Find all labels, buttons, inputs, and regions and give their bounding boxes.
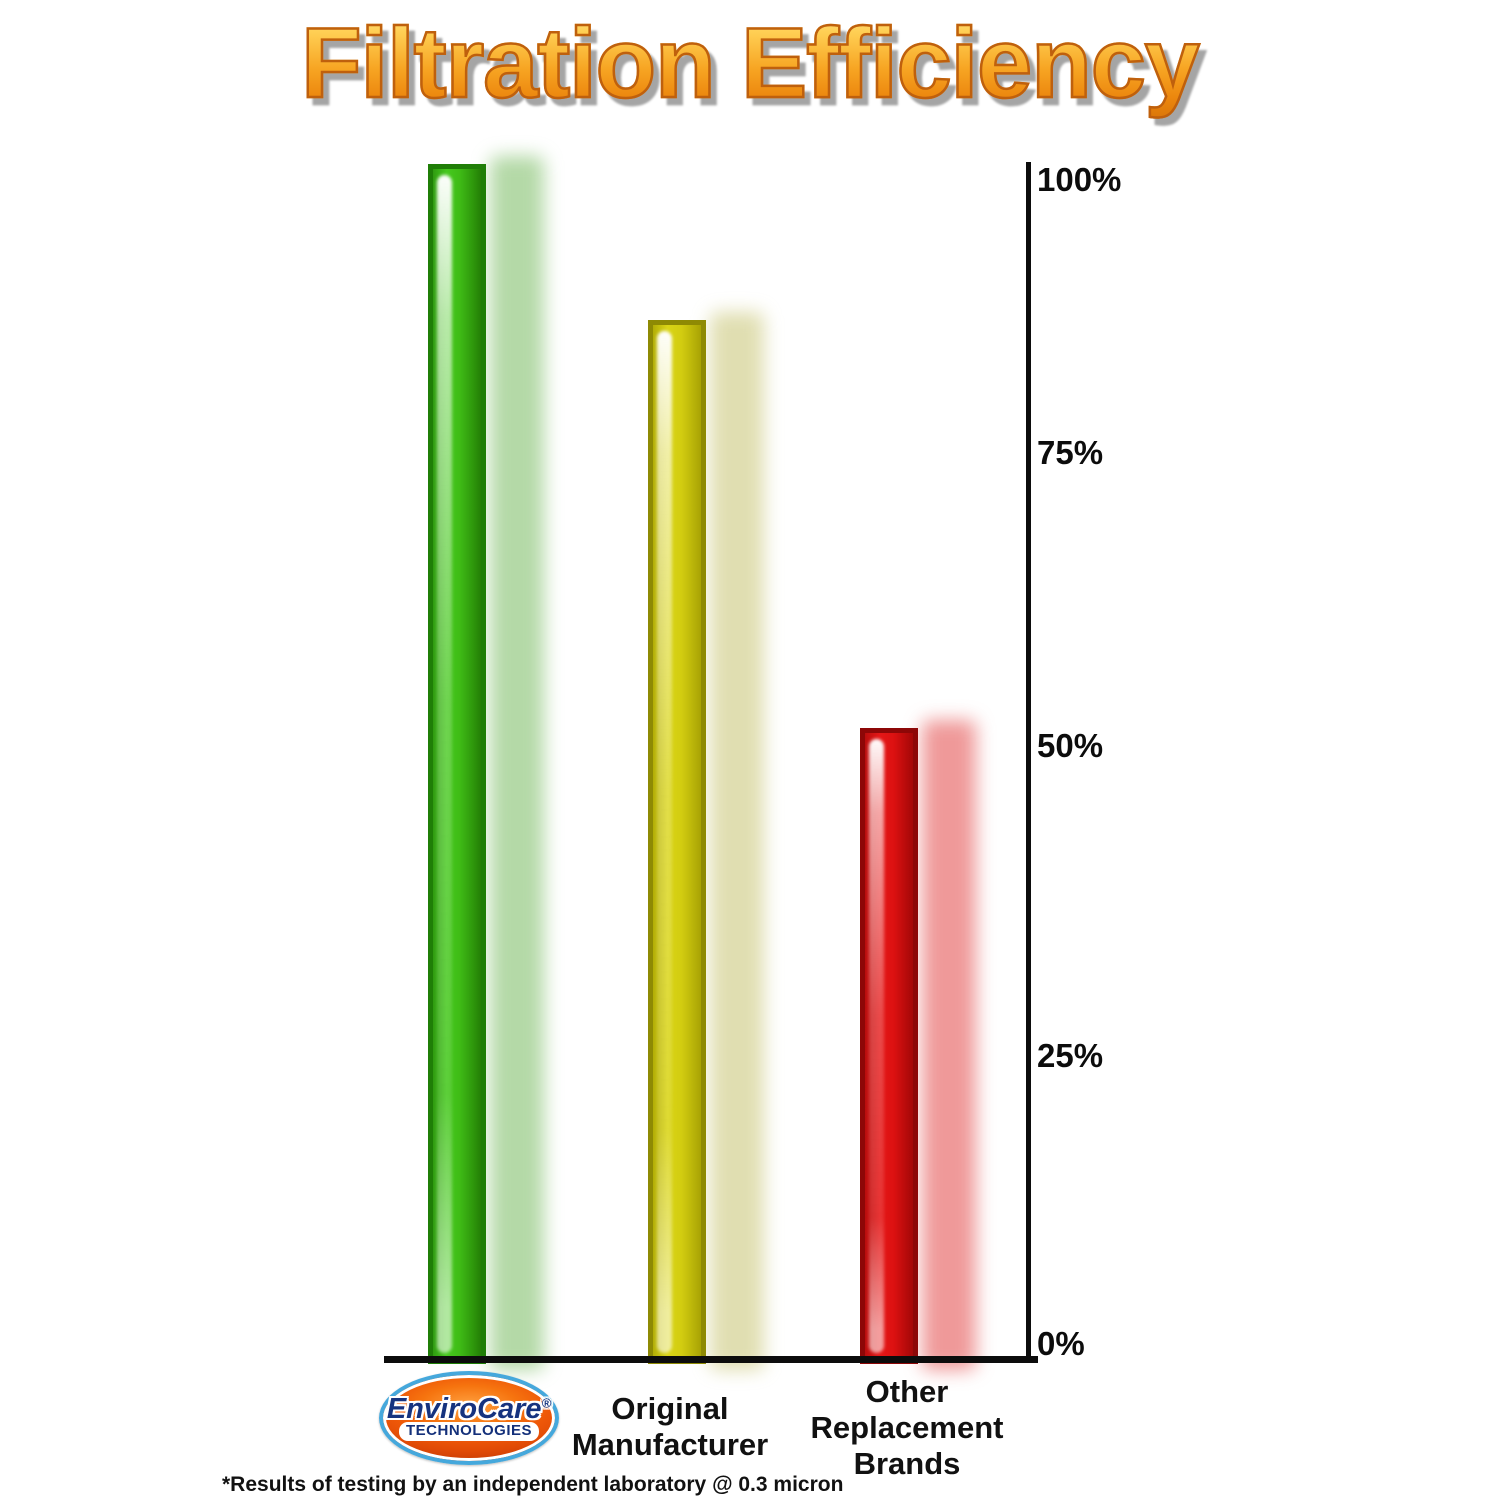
y-tick-label-50: 50%: [1037, 727, 1104, 764]
logo-brand-text: EnviroCare®: [386, 1393, 552, 1426]
x-label-original-manufacturer: Original Manufacturer: [535, 1391, 805, 1463]
bar-other-brands: [860, 728, 918, 1364]
envirocare-logo: EnviroCare® TECHNOLOGIES: [379, 1371, 559, 1465]
x-label-line: Manufacturer: [571, 1427, 769, 1462]
y-tick-label-100: 100%: [1037, 161, 1122, 198]
x-label-line: Replacement: [810, 1410, 1004, 1445]
bar-envirocare: [428, 164, 486, 1364]
bar-glow-original-manufacturer: [710, 312, 764, 1370]
bar-glow-envirocare: [490, 156, 544, 1370]
bar-original-manufacturer: [648, 320, 706, 1364]
y-tick-label-25: 25%: [1037, 1037, 1104, 1074]
x-label-line: Original: [611, 1391, 729, 1426]
y-axis-line: [1026, 162, 1031, 1362]
x-axis-line: [384, 1356, 1038, 1363]
registered-trademark-symbol: ®: [541, 1395, 552, 1411]
logo-subtitle-text: TECHNOLOGIES: [398, 1422, 539, 1441]
x-label-line: Brands: [853, 1446, 961, 1481]
footnote: *Results of testing by an independent la…: [222, 1473, 844, 1496]
y-tick-label-75: 75%: [1037, 434, 1104, 471]
chart-title: Filtration Efficiency: [0, 6, 1500, 120]
bar-glow-other-brands: [922, 720, 976, 1370]
y-tick-label-0: 0%: [1037, 1325, 1085, 1362]
x-label-other-replacement-brands: Other Replacement Brands: [772, 1374, 1042, 1482]
x-label-line: Other: [865, 1374, 949, 1409]
